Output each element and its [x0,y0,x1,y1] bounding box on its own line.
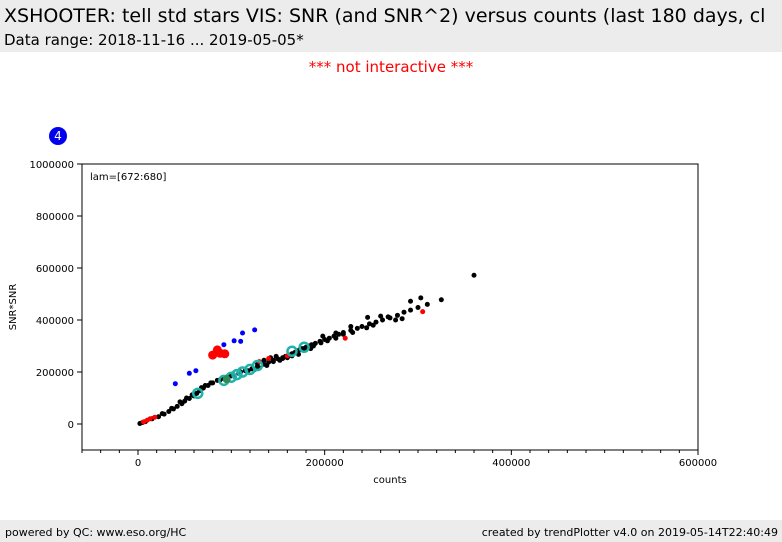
data-point-ring [286,345,298,357]
data-point [378,313,384,319]
data-point [202,383,208,389]
data-point [231,338,237,344]
data-point [348,324,354,329]
footer-created-by: created by trendPlotter v4.0 on 2019-05-… [481,526,778,539]
data-point [186,370,192,376]
data-point [261,357,267,363]
data-point [364,325,370,331]
scatter-chart: 0 200000 400000 600000 0 200000 400000 600000 80… [8,160,717,486]
data-point [238,338,244,344]
data-point [172,381,178,387]
not-interactive-notice: *** not interactive *** [308,58,474,76]
data-point [418,295,424,301]
data-point [424,301,430,307]
data-point [152,414,158,420]
data-point [385,314,391,320]
y-tick-label: 200000 [36,368,74,379]
data-point [220,349,230,359]
data-point [159,411,165,417]
y-tick-label: 1000000 [29,160,74,171]
data-point [342,335,348,341]
data-point [222,375,231,384]
data-point [240,330,246,336]
data-point [320,333,326,339]
data-point [401,309,407,315]
data-point [264,363,270,368]
data-point [266,355,272,361]
data-point [273,353,279,359]
data-point [333,330,339,336]
data-point [174,403,180,409]
y-tick-label: 400000 [36,316,74,327]
data-point [280,355,286,361]
data-point [147,416,153,422]
footer-powered-by: powered by QC: www.eso.org/HC [5,526,187,539]
data-point [350,329,356,335]
data-point [415,305,421,311]
data-point [301,346,307,352]
x-tick-label: 600000 [679,458,717,469]
data-point-ring [298,341,310,354]
data-point [354,325,360,331]
data-point-ring [191,387,204,400]
data-point [471,272,477,278]
x-tick-label: 400000 [492,458,530,469]
data-point [156,414,162,420]
data-point [399,316,405,322]
data-point [193,368,199,374]
plot-number-badge: 4 [49,127,67,145]
lambda-annotation: lam=[672:680] [90,172,166,183]
data-point [333,335,339,341]
x-tick-label: 200000 [306,458,344,469]
data-point [177,399,183,405]
data-point [393,317,399,323]
data-point [408,307,414,313]
y-axis-label: SNR*SNR [8,284,19,331]
data-point [208,380,214,386]
data-point [380,317,386,323]
data-point [340,331,346,337]
page-header: XSHOOTER: tell std stars VIS: SNR (and S… [0,0,782,52]
data-point [438,297,444,303]
page-footer: powered by QC: www.eso.org/HC created by… [0,520,782,542]
x-tick-label: 0 [135,458,141,469]
data-point-ring [231,368,243,381]
data-point [212,345,222,355]
data-point-ring [251,359,264,372]
data-point [141,419,147,425]
y-tick-label: 600000 [36,264,74,275]
data-point [252,327,258,333]
data-point [408,298,414,304]
data-point [184,395,190,401]
page-title: XSHOOTER: tell std stars VIS: SNR (and S… [4,5,766,27]
y-tick-label: 800000 [36,212,74,223]
data-point [370,322,376,328]
data-point [324,338,330,344]
data-range-subtitle: Data range: 2018-11-16 ... 2019-05-05* [4,31,304,49]
x-axis-label: counts [373,475,406,486]
data-point [359,324,365,329]
data-point [394,312,400,318]
data-point [169,405,175,411]
data-point [420,309,426,315]
data-point [270,359,276,365]
data-point [318,340,324,346]
data-point [221,342,227,348]
y-tick-label: 0 [68,420,74,431]
data-point [365,314,371,320]
